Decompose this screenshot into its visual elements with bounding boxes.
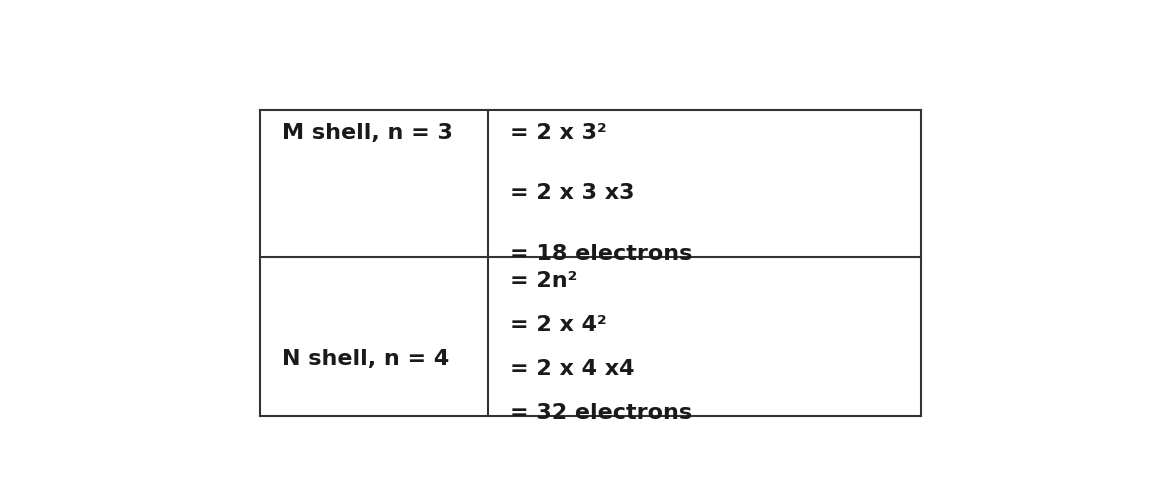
Text: N shell, n = 4: N shell, n = 4 xyxy=(282,349,449,369)
Text: = 2 x 4²: = 2 x 4² xyxy=(510,315,607,335)
Text: = 2 x 3²: = 2 x 3² xyxy=(510,123,607,143)
Text: = 32 electrons: = 32 electrons xyxy=(510,403,692,423)
Text: = 2n²: = 2n² xyxy=(510,271,577,291)
Text: = 2 x 3 x3: = 2 x 3 x3 xyxy=(510,183,635,203)
Text: = 2 x 4 x4: = 2 x 4 x4 xyxy=(510,359,635,379)
Text: = 18 electrons: = 18 electrons xyxy=(510,244,692,264)
Text: M shell, n = 3: M shell, n = 3 xyxy=(282,123,453,143)
